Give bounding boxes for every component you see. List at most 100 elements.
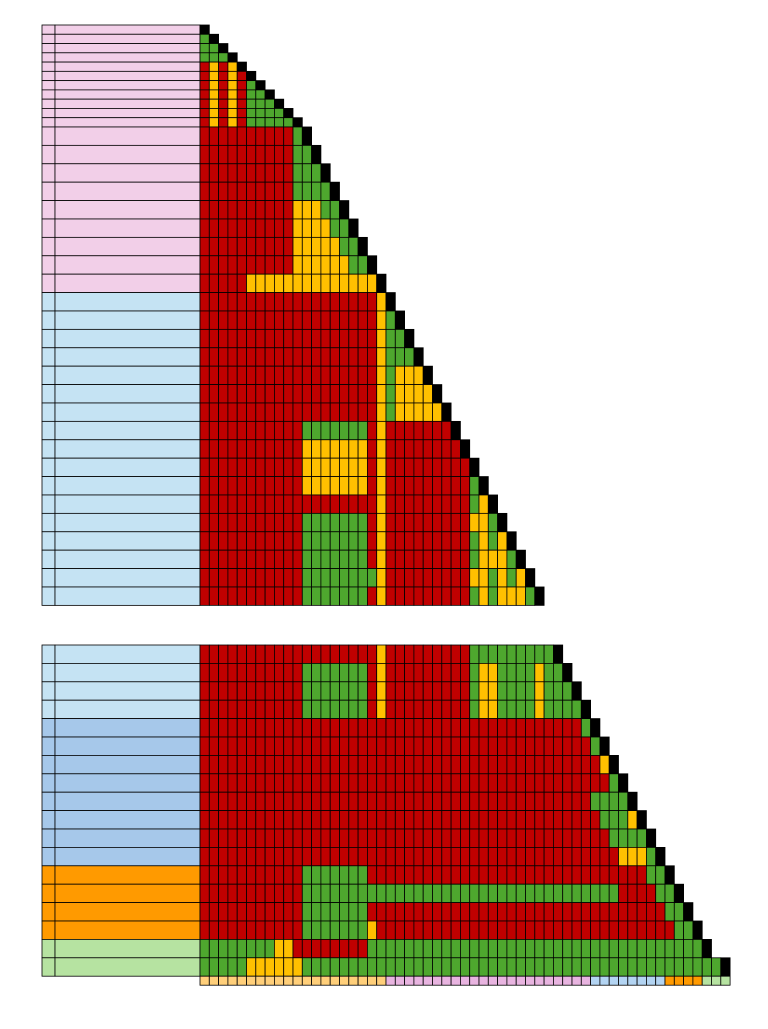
cell — [385, 586, 396, 606]
row-label — [41, 663, 56, 683]
cell — [497, 847, 508, 867]
cell — [357, 568, 368, 588]
cell — [422, 420, 433, 441]
column-legend — [320, 975, 331, 986]
cell — [366, 755, 378, 775]
cell — [273, 108, 285, 119]
cell — [376, 939, 387, 959]
row-label — [41, 52, 56, 63]
cell — [218, 699, 229, 720]
cell — [311, 512, 322, 533]
cell — [292, 957, 303, 977]
cell — [264, 255, 275, 275]
cell — [283, 255, 294, 275]
cell — [311, 773, 322, 793]
cell — [273, 347, 285, 367]
cell — [394, 531, 405, 551]
cell — [301, 402, 312, 422]
cell — [366, 439, 378, 459]
cell — [218, 476, 229, 496]
column-legend — [366, 975, 378, 986]
cell — [292, 273, 303, 293]
cell — [264, 865, 275, 885]
cell — [348, 531, 359, 551]
cell — [283, 218, 294, 238]
cell — [208, 61, 220, 72]
cell — [422, 957, 433, 977]
cell — [283, 773, 294, 793]
cell — [506, 773, 517, 793]
cell — [348, 439, 359, 459]
column-legend — [199, 975, 210, 986]
cell — [283, 402, 294, 422]
cell — [199, 476, 210, 496]
cell — [357, 384, 368, 404]
cell — [469, 902, 480, 922]
row-label — [41, 33, 56, 44]
cell — [366, 310, 378, 330]
cell — [590, 957, 601, 977]
cell — [487, 939, 498, 959]
cell — [301, 200, 312, 220]
column-legend — [227, 975, 238, 986]
column-legend — [692, 975, 703, 986]
cell — [357, 420, 368, 441]
cell — [208, 80, 220, 91]
cell — [292, 144, 303, 165]
cell — [357, 512, 368, 533]
cell — [339, 736, 350, 756]
cell — [543, 902, 554, 922]
cell — [515, 939, 526, 959]
cell — [348, 810, 359, 830]
column-legend — [441, 975, 452, 986]
cell — [292, 200, 303, 220]
cell — [655, 902, 666, 922]
cell — [450, 755, 461, 775]
cell — [227, 126, 238, 146]
cell — [366, 531, 378, 551]
cell — [301, 828, 312, 848]
cell — [404, 663, 415, 683]
cell — [329, 755, 340, 775]
cell — [487, 736, 498, 756]
cell — [273, 681, 285, 701]
cell — [664, 939, 675, 959]
cell — [673, 920, 684, 940]
cell — [636, 810, 647, 830]
cell — [711, 957, 722, 977]
cell — [199, 681, 210, 701]
cell — [208, 531, 220, 551]
cell — [208, 181, 220, 201]
cell — [208, 89, 220, 100]
cell — [208, 365, 220, 385]
cell — [543, 883, 554, 904]
cell — [413, 568, 424, 588]
cell — [562, 791, 573, 812]
cell — [246, 457, 257, 477]
cell — [227, 902, 238, 922]
cell — [580, 902, 591, 922]
cell — [227, 773, 238, 793]
cell — [311, 920, 322, 940]
cell — [608, 791, 619, 812]
cell — [199, 365, 210, 385]
cell — [301, 663, 312, 683]
cell — [218, 273, 229, 293]
cell — [664, 883, 675, 904]
cell — [497, 644, 508, 664]
cell — [208, 939, 220, 959]
row-label — [54, 347, 201, 367]
cell — [618, 828, 629, 848]
cell — [432, 568, 443, 588]
cell — [255, 365, 266, 385]
cell — [357, 644, 368, 664]
cell — [404, 328, 415, 349]
cell — [497, 920, 508, 940]
cell — [246, 494, 257, 514]
cell — [218, 255, 229, 275]
cell — [543, 939, 554, 959]
row-label — [54, 52, 201, 63]
cell — [255, 736, 266, 756]
row-label — [54, 70, 201, 82]
cell — [385, 957, 396, 977]
